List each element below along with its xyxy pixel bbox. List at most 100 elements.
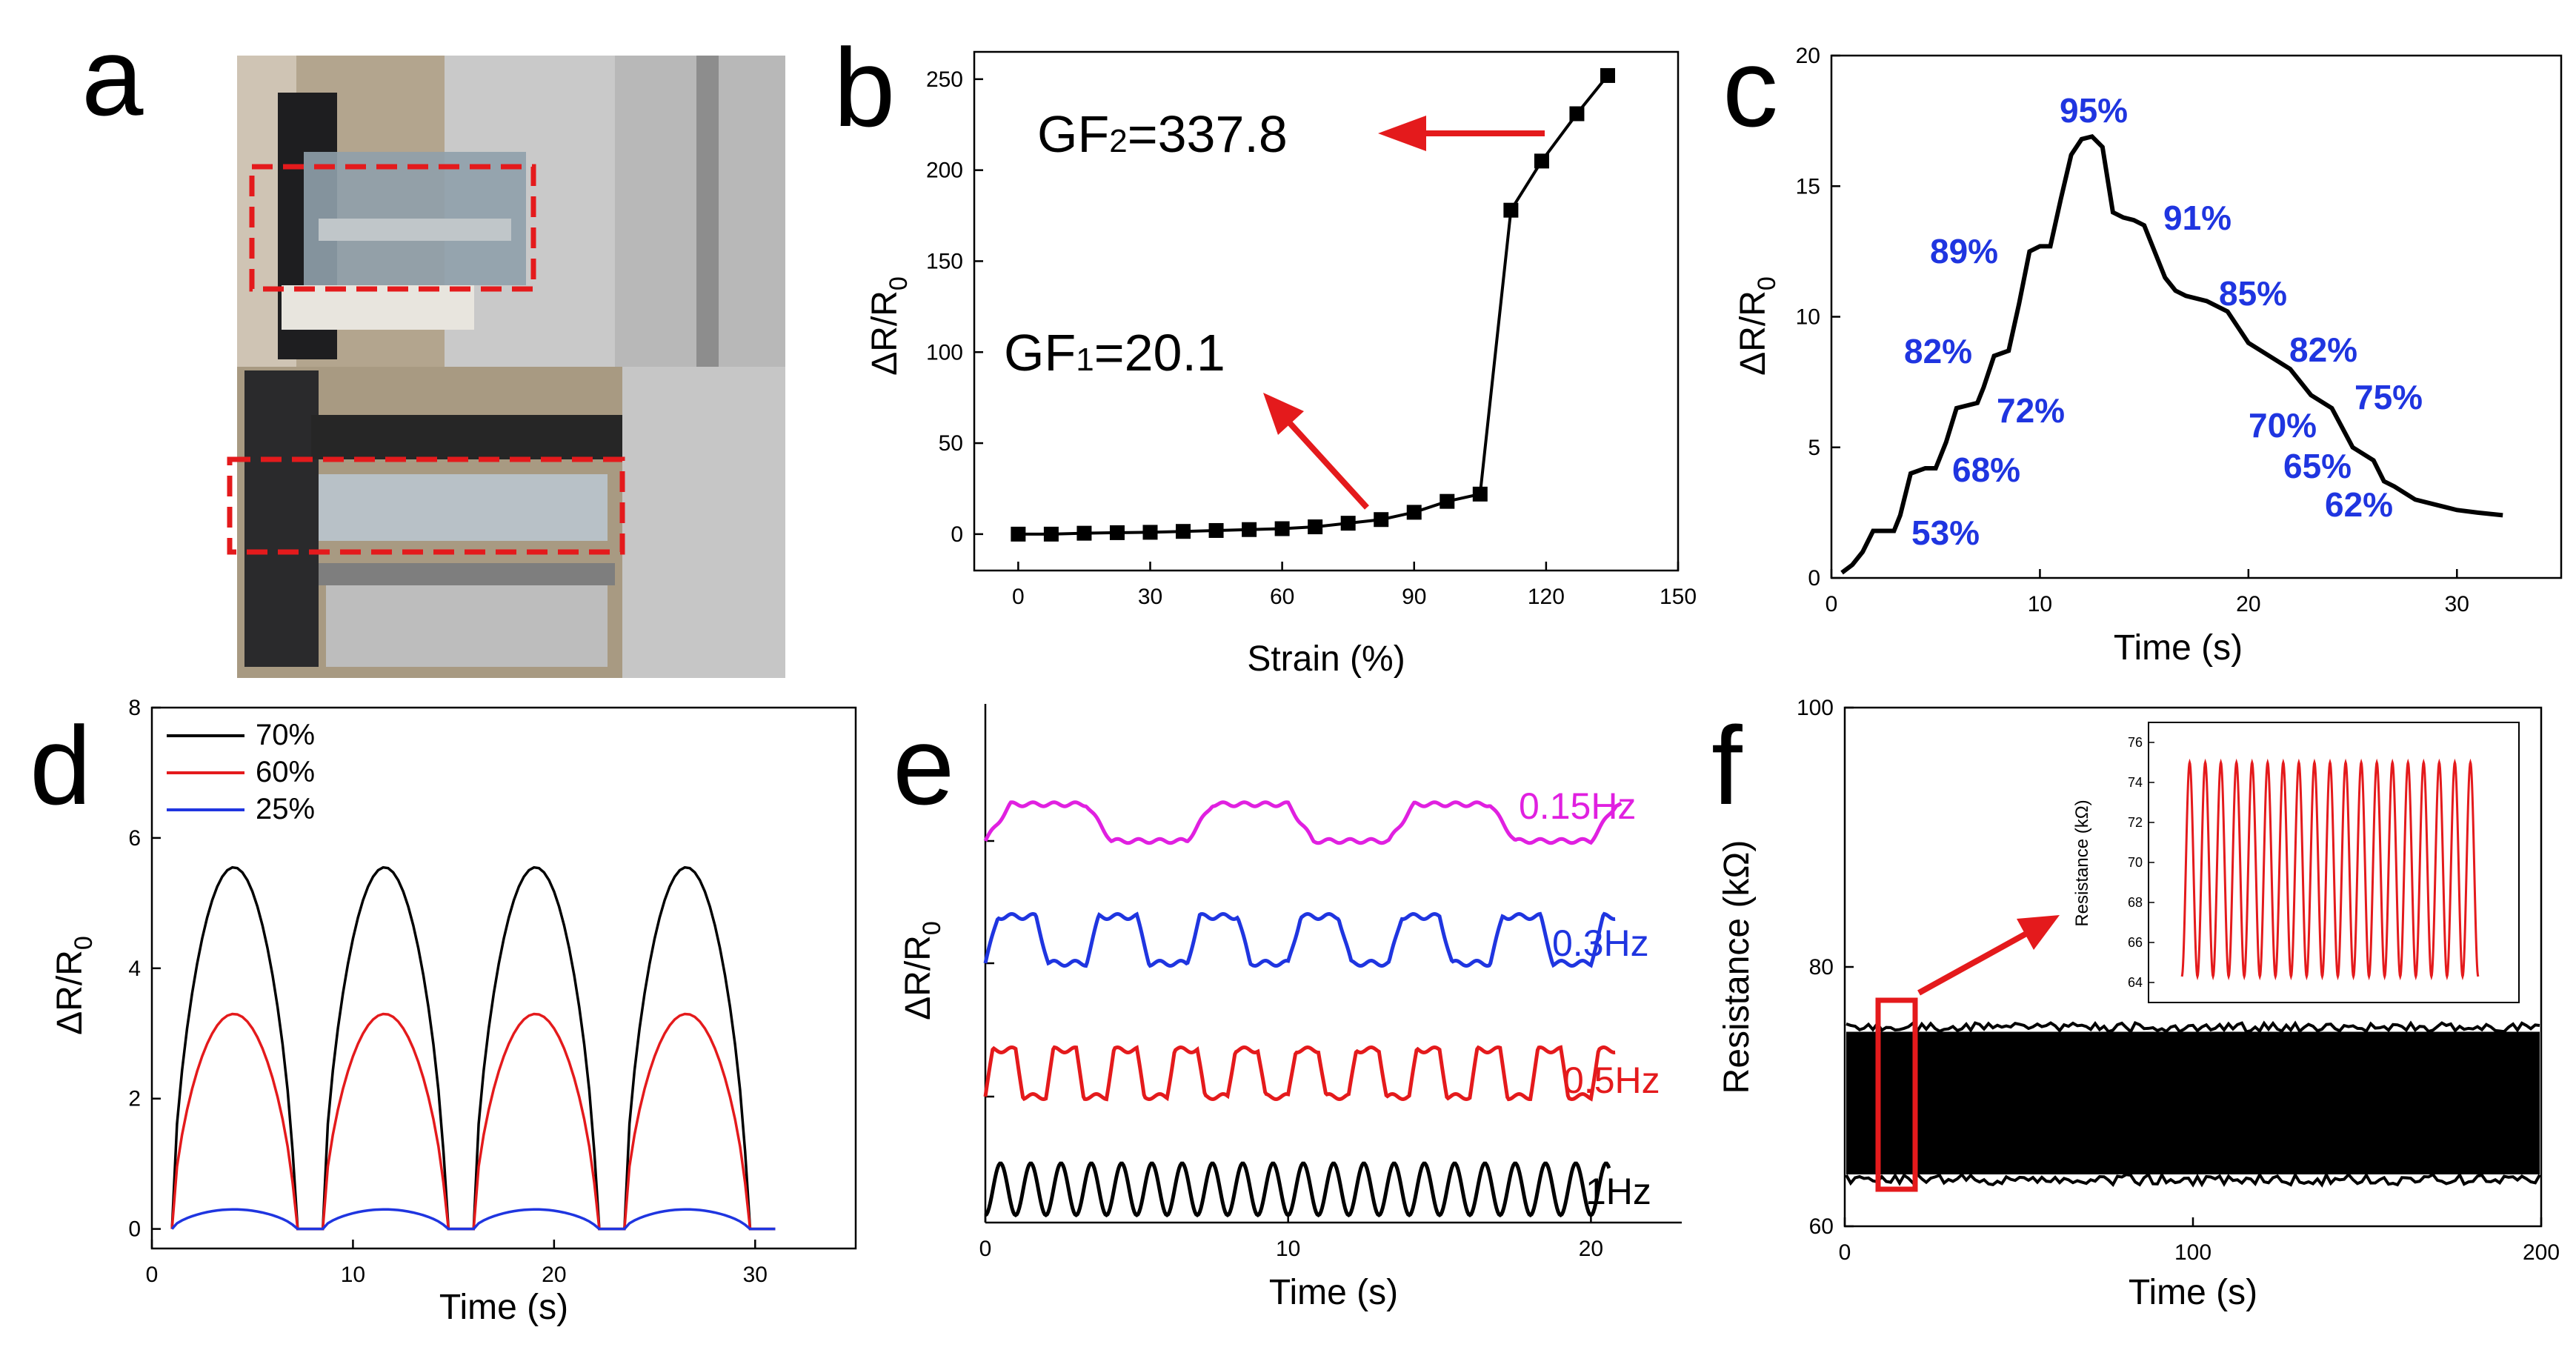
- percent-label-c: 95%: [2060, 91, 2128, 130]
- panel-label-b: b: [833, 25, 895, 150]
- x-tick-label-e: 0: [979, 1237, 992, 1261]
- y-axis-title-sub-e: 0: [918, 921, 946, 935]
- panel-label-d: d: [30, 703, 91, 828]
- svg-text:ΔR/R0: ΔR/R0: [865, 276, 913, 376]
- arrow-gf2-head: [1378, 116, 1426, 151]
- panel-label-a: a: [81, 14, 144, 139]
- x-tick-label-c: 20: [2236, 592, 2260, 616]
- percent-label-c: 62%: [2325, 485, 2393, 524]
- data-point-b: [1209, 523, 1224, 538]
- y-tick-label-f: 60: [1809, 1214, 1834, 1239]
- data-point-b: [1407, 505, 1422, 519]
- data-point-b: [1110, 525, 1125, 540]
- inset-y-tick-label: 66: [2128, 935, 2143, 950]
- y-axis-title-d: ΔR/R0: [50, 936, 98, 1035]
- gf2-rest: =337.8: [1128, 105, 1288, 163]
- x-axis-title-b: Strain (%): [1247, 639, 1405, 679]
- percent-label-c: 68%: [1952, 450, 2020, 489]
- y-tick-label-d: 8: [128, 696, 141, 720]
- y-axis-title-b: ΔR/R0: [865, 276, 913, 376]
- y-tick-label-f: 100: [1797, 696, 1834, 720]
- y-axis-title-f: Resistance (kΩ): [1717, 840, 1757, 1094]
- y-axis-title-sub-b: 0: [885, 276, 913, 290]
- panel-c-chart: 0 10 20 3005101520 53%68%72%82%89%95%91%85%…: [1734, 44, 2561, 668]
- data-point-b: [1076, 526, 1091, 541]
- photo-bottom: [230, 367, 785, 678]
- y-tick-label-f: 80: [1809, 955, 1834, 980]
- x-tick-label-b: 120: [1528, 585, 1565, 609]
- percent-label-c: 82%: [1904, 332, 1972, 370]
- signal-top-edge-f: [1846, 1023, 2540, 1032]
- x-axis-title-c: Time (s): [2114, 628, 2243, 668]
- x-tick-label-d: 20: [542, 1263, 566, 1287]
- data-point-b: [1176, 524, 1191, 539]
- data-point-b: [1440, 494, 1454, 509]
- data-point-b: [1534, 153, 1549, 168]
- photo-top: [237, 56, 785, 367]
- y-tick-label-b: 150: [926, 249, 963, 273]
- x-tick-label-e: 20: [1579, 1237, 1603, 1261]
- x-tick-label-c: 30: [2445, 592, 2469, 616]
- panel-label-e: e: [893, 703, 954, 828]
- x-tick-label-f: 0: [1839, 1240, 1851, 1265]
- gf1-sub: 1: [1076, 342, 1094, 378]
- y-tick-label-b: 0: [951, 522, 963, 547]
- x-tick-label-c: 0: [1826, 592, 1838, 616]
- percent-label-c: 91%: [2163, 199, 2231, 237]
- x-axis-title-f: Time (s): [2129, 1273, 2257, 1312]
- percent-label-c: 75%: [2354, 378, 2423, 416]
- data-point-b: [1044, 527, 1059, 542]
- inset-y-tick-label: 70: [2128, 855, 2143, 870]
- series-label-e: 0.15Hz: [1519, 785, 1636, 827]
- gf2-main: GF: [1037, 105, 1109, 163]
- data-point-b: [1242, 522, 1257, 537]
- y-tick-label-b: 100: [926, 340, 963, 365]
- inset-y-tick-label: 74: [2128, 775, 2143, 790]
- y-tick-label-c: 15: [1796, 174, 1820, 199]
- signal-band-f: [1846, 1032, 2540, 1175]
- series-label-e: 1Hz: [1585, 1171, 1651, 1212]
- y-axis-title-sub-c: 0: [1753, 276, 1781, 290]
- percent-label-c: 53%: [1911, 513, 1980, 552]
- y-tick-label-d: 2: [128, 1087, 141, 1111]
- x-tick-label-d: 10: [341, 1263, 365, 1287]
- series-label-e: 0.5Hz: [1563, 1060, 1660, 1101]
- annotation-gf2: GF2=337.8: [1037, 105, 1288, 163]
- panel-label-f: f: [1711, 703, 1743, 828]
- inset-y-tick-label: 72: [2128, 815, 2143, 830]
- y-tick-label-d: 6: [128, 826, 141, 851]
- x-tick-label-f: 200: [2523, 1240, 2560, 1265]
- annotation-gf1: GF1=20.1: [1004, 324, 1225, 382]
- inset-y-tick-label: 64: [2128, 975, 2143, 990]
- data-point-b: [1503, 203, 1518, 218]
- x-tick-label-e: 10: [1276, 1237, 1300, 1261]
- arrow-f: [1919, 934, 2026, 993]
- gf1-rest: =20.1: [1094, 324, 1225, 382]
- x-tick-label-b: 150: [1660, 585, 1697, 609]
- series-line-e-0.5Hz: [985, 1048, 1615, 1100]
- series-line-d-60%: [172, 1014, 775, 1229]
- x-tick-label-b: 90: [1402, 585, 1426, 609]
- series-label-e: 0.3Hz: [1552, 922, 1649, 964]
- x-tick-label-d: 30: [743, 1263, 768, 1287]
- x-tick-label-f: 100: [2174, 1240, 2211, 1265]
- panel-b-chart: 0 30 60 90 120 150050100150200250 Strain (%) …: [865, 52, 1697, 679]
- panel-d-chart: 0 10 20 3002468 70%60%25% Time (s) ΔR/R0: [50, 696, 856, 1327]
- svg-text:ΔR/R0: ΔR/R0: [50, 936, 98, 1035]
- legend-label-d: 70%: [256, 719, 315, 751]
- y-axis-title-main-c: ΔR/R: [1734, 290, 1773, 376]
- panel-f-chart: 0 100 200 60 80 100 64 66 68 70 72 74 76 Resistance…: [1717, 696, 2560, 1312]
- y-tick-label-d: 0: [128, 1217, 141, 1242]
- plot-frame-c: [1831, 56, 2561, 578]
- x-tick-label-b: 0: [1012, 585, 1025, 609]
- y-axis-title-c: ΔR/R0: [1734, 276, 1781, 376]
- plot-frame-d: [152, 708, 856, 1248]
- y-tick-label-c: 20: [1796, 44, 1820, 68]
- y-axis-title-e: ΔR/R0: [899, 921, 946, 1020]
- x-tick-label-b: 60: [1270, 585, 1294, 609]
- svg-text:ΔR/R0: ΔR/R0: [899, 921, 946, 1020]
- y-axis-title-main-b: ΔR/R: [865, 290, 905, 376]
- y-tick-label-c: 5: [1808, 436, 1820, 460]
- signal-bottom-edge-f: [1846, 1174, 2540, 1185]
- data-point-b: [1600, 68, 1615, 83]
